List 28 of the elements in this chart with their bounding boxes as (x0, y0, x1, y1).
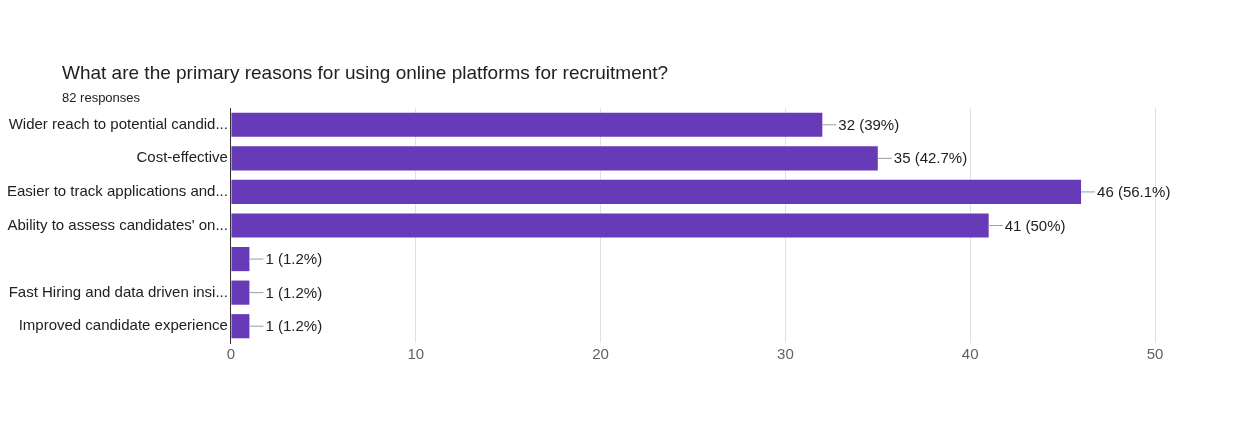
bar (231, 146, 878, 171)
text: 82 responses (62, 90, 141, 105)
data-label: 46 (56.1%) (1097, 183, 1171, 201)
y-tick-label: Cost-effective (136, 148, 228, 166)
x-tick-label: 40 (961, 345, 979, 363)
data-label: 1 (1.2%) (265, 317, 323, 335)
bar (231, 314, 250, 339)
data-label: 1 (1.2%) (265, 283, 323, 301)
x-tick-label: 20 (592, 345, 609, 363)
x-tick-label: 10 (407, 345, 425, 363)
x-tick-label: 0 (226, 345, 236, 363)
chart-title: What are the primary reasons for using online platforms for recruitment? (62, 62, 669, 84)
y-tick-label: Fast Hiring and data driven insi... (8, 282, 228, 300)
y-tick-label: Ability to assess candidates' on... (7, 215, 228, 233)
data-label: 1 (1.2%) (265, 250, 323, 268)
y-tick-label: Wider reach to potential candid... (8, 114, 228, 132)
y-tick-label: Easier to track applications and... (7, 182, 228, 200)
bar (231, 246, 250, 272)
x-tick-label: 30 (777, 345, 794, 363)
bar (231, 179, 1082, 205)
data-label: 32 (39%) (838, 115, 900, 133)
bar (231, 213, 989, 238)
data-label: 35 (42.7%) (893, 149, 968, 167)
bar (231, 112, 823, 137)
data-label: 41 (50%) (1004, 216, 1066, 234)
bar (231, 280, 250, 305)
x-tick-label: 50 (1146, 345, 1164, 363)
y-tick-label: Improved candidate experience (18, 316, 228, 334)
